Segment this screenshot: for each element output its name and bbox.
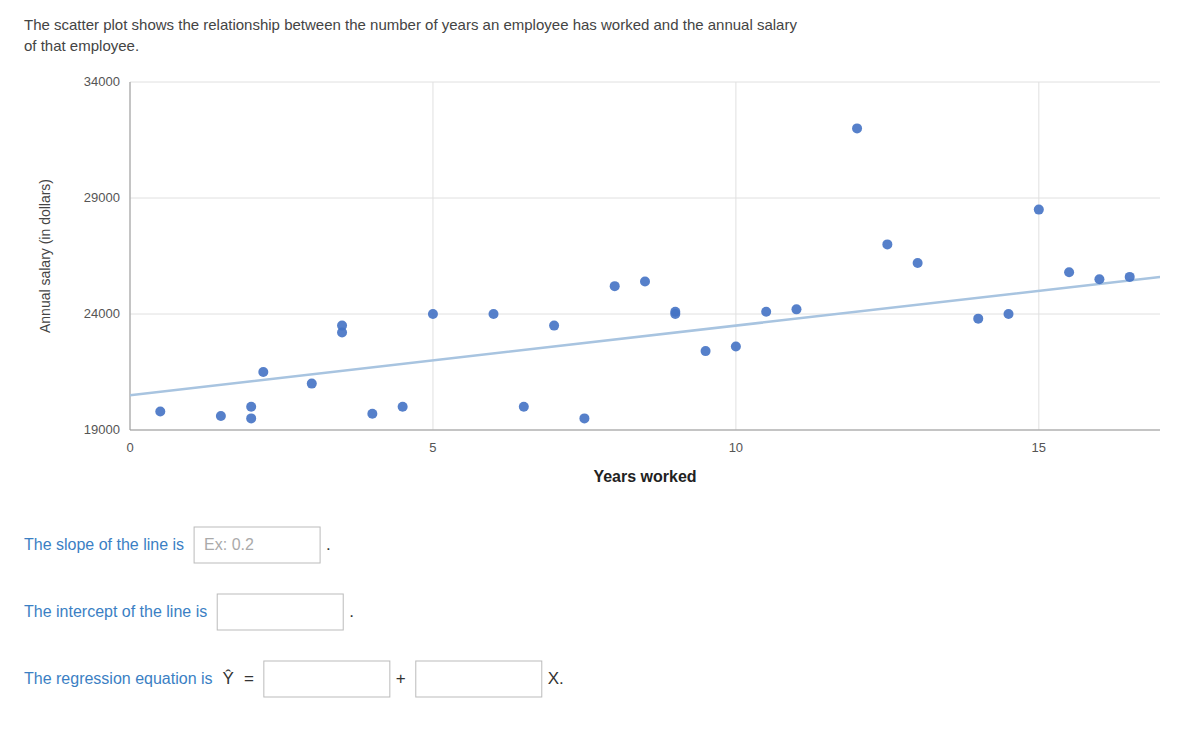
answer-box	[217, 594, 343, 630]
y-grid-line	[130, 198, 1160, 199]
scatter-point	[670, 307, 680, 317]
y-tick-label: 29000	[84, 190, 120, 205]
y-tick-label: 34000	[84, 74, 120, 89]
scatter-point	[489, 309, 499, 319]
scatter-point	[701, 346, 711, 356]
x-tick-label: 5	[429, 440, 436, 455]
equation-text: .	[326, 535, 331, 554]
question-text: The regression equation is	[24, 670, 213, 687]
equation-text: Ŷ	[223, 669, 234, 688]
x-grid-line	[735, 82, 736, 430]
scatter-point	[640, 277, 650, 287]
placeholder-text: Ex: 0.2	[204, 536, 254, 553]
scatter-point	[579, 413, 589, 423]
equation-text: X.	[548, 669, 564, 688]
answer-box	[264, 661, 390, 697]
plot-area	[130, 123, 1160, 423]
equation-text: .	[349, 602, 354, 621]
equation-text: +	[396, 669, 406, 688]
x-axis-label: Years worked	[593, 468, 696, 485]
scatter-point	[1034, 205, 1044, 215]
page: {"chart_data": { "type": "scatter", "tit…	[0, 0, 1200, 735]
x-tick-label: 10	[729, 440, 743, 455]
y-tick-label: 19000	[84, 422, 120, 437]
scatter-point	[1125, 272, 1135, 282]
scatter-point	[761, 307, 771, 317]
title-line: of that employee.	[24, 37, 139, 54]
title: The scatter plot shows the relationship …	[24, 16, 797, 54]
chart: The scatter plot shows the relationship …	[0, 0, 1200, 735]
x-grid-line	[1038, 82, 1039, 430]
x-grid-line	[432, 82, 433, 430]
scatter-point	[246, 402, 256, 412]
scatter-point	[913, 258, 923, 268]
grid	[130, 82, 1160, 430]
scatter-point	[791, 304, 801, 314]
y-grid-line	[130, 430, 1160, 431]
scatter-point	[258, 367, 268, 377]
scatter-point	[852, 123, 862, 133]
answer-box	[416, 661, 542, 697]
scatter-point	[1004, 309, 1014, 319]
scatter-point	[398, 402, 408, 412]
title-line: The scatter plot shows the relationship …	[24, 16, 797, 33]
regression-line	[130, 277, 1160, 395]
scatter-point	[731, 341, 741, 351]
scatter-point	[610, 281, 620, 291]
scatter-point	[973, 314, 983, 324]
equation-text: =	[244, 669, 254, 688]
scatter-point	[337, 328, 347, 338]
y-grid-line	[130, 82, 1160, 83]
answer-box	[194, 527, 320, 563]
y-axis-line	[130, 82, 131, 430]
y-tick-label: 24000	[84, 306, 120, 321]
question-text: The intercept of the line is	[24, 603, 207, 620]
scatter-point	[549, 321, 559, 331]
scatter-point	[1094, 274, 1104, 284]
scatter-point	[307, 379, 317, 389]
x-tick-label: 15	[1032, 440, 1046, 455]
question-text: The slope of the line is	[24, 536, 184, 553]
x-tick-label: 0	[126, 440, 133, 455]
scatter-point	[882, 239, 892, 249]
scatter-point	[216, 411, 226, 421]
y-axis-label: Annual salary (in dollars)	[37, 179, 53, 333]
x-axis-line	[130, 430, 1160, 431]
scatter-point	[519, 402, 529, 412]
scatter-point	[246, 413, 256, 423]
scatter-point	[155, 406, 165, 416]
x-grid-line	[130, 82, 131, 430]
scatter-point	[428, 309, 438, 319]
scatter-point	[1064, 267, 1074, 277]
scatter-point	[367, 409, 377, 419]
